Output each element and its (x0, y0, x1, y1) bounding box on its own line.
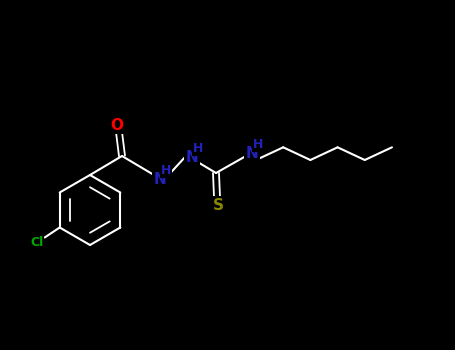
Text: O: O (111, 118, 123, 133)
Text: N: N (154, 172, 167, 187)
Text: Cl: Cl (30, 236, 43, 249)
Text: N: N (186, 150, 198, 166)
Text: H: H (193, 141, 203, 154)
Text: S: S (212, 197, 223, 212)
Text: H: H (161, 163, 171, 176)
Text: N: N (246, 146, 258, 161)
Text: H: H (253, 138, 263, 150)
